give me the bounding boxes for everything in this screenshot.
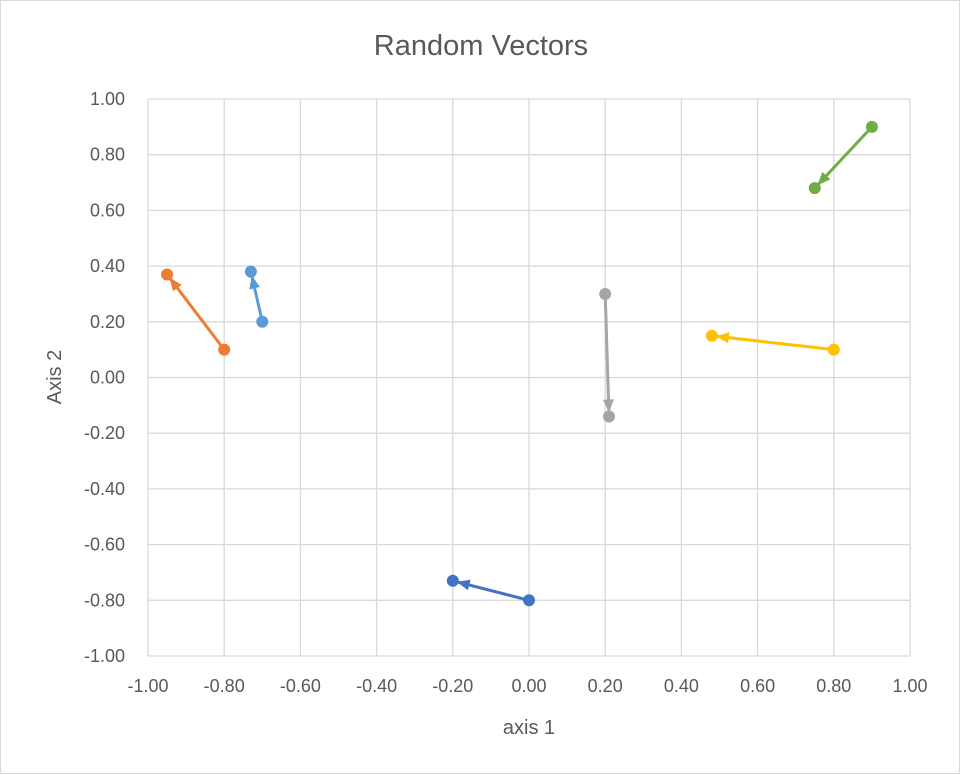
x-axis-ticks: -1.00 -0.80 -0.60 -0.40 -0.20 0.00 0.20 0.40 0.6… [127,676,927,696]
vector-line [711,334,834,352]
vector-arrowhead [603,399,614,413]
vector-series-3 [599,287,616,423]
x-tick-label: 0.60 [740,676,775,696]
vector-end-point [808,182,821,195]
y-axis-title: Axis 2 [44,350,66,404]
vector-series-2 [161,268,231,356]
vector-end-point [446,574,459,587]
x-tick-label: -0.40 [356,676,397,696]
chart-title: Random Vectors [374,30,588,62]
vector-end-point [603,410,616,423]
y-tick-label: 1.00 [90,89,125,109]
vector-series-1 [446,574,535,607]
x-tick-label: 1.00 [892,676,927,696]
vector-start-point [218,343,231,356]
vector-arrowhead [169,277,182,292]
x-tick-label: -1.00 [127,676,168,696]
vector-line [603,293,611,417]
x-tick-label: -0.20 [432,676,473,696]
x-tick-label: 0.40 [664,676,699,696]
vector-start-point [865,120,878,133]
x-tick-label: -0.60 [280,676,321,696]
vector-start-point [256,315,269,328]
vector-end-point [244,265,257,278]
y-tick-label: -0.60 [84,535,125,555]
vector-series-5 [244,265,269,328]
y-tick-label: -0.80 [84,590,125,610]
x-tick-label: 0.00 [511,676,546,696]
y-tick-label: -0.40 [84,479,125,499]
y-tick-label: 0.00 [90,368,125,388]
vector-series-4 [705,329,840,356]
vector-series [161,120,878,607]
vector-end-point [705,329,718,342]
y-tick-label: 0.80 [90,145,125,165]
vector-start-point [827,343,840,356]
y-tick-label: 0.20 [90,312,125,332]
y-tick-label: -0.20 [84,423,125,443]
vector-end-point [161,268,174,281]
y-tick-label: 0.60 [90,200,125,220]
x-tick-label: 0.80 [816,676,851,696]
x-tick-label: 0.20 [588,676,623,696]
vector-start-point [599,287,612,300]
vector-start-point [523,594,535,607]
vector-arrowhead [715,332,730,344]
y-axis-ticks: 1.00 0.80 0.60 0.40 0.20 0.00 -0.20 -0.40 -0.60 -… [84,89,125,666]
y-tick-label: 0.40 [90,256,125,276]
y-tick-label: -1.00 [84,646,125,666]
grid [147,98,911,657]
vector-arrowhead [456,579,471,591]
vector-arrowhead [817,171,831,186]
vector-series-6 [808,120,878,195]
x-tick-label: -0.80 [204,676,245,696]
vector-arrowhead [249,275,260,290]
x-axis-title: axis 1 [503,717,555,739]
